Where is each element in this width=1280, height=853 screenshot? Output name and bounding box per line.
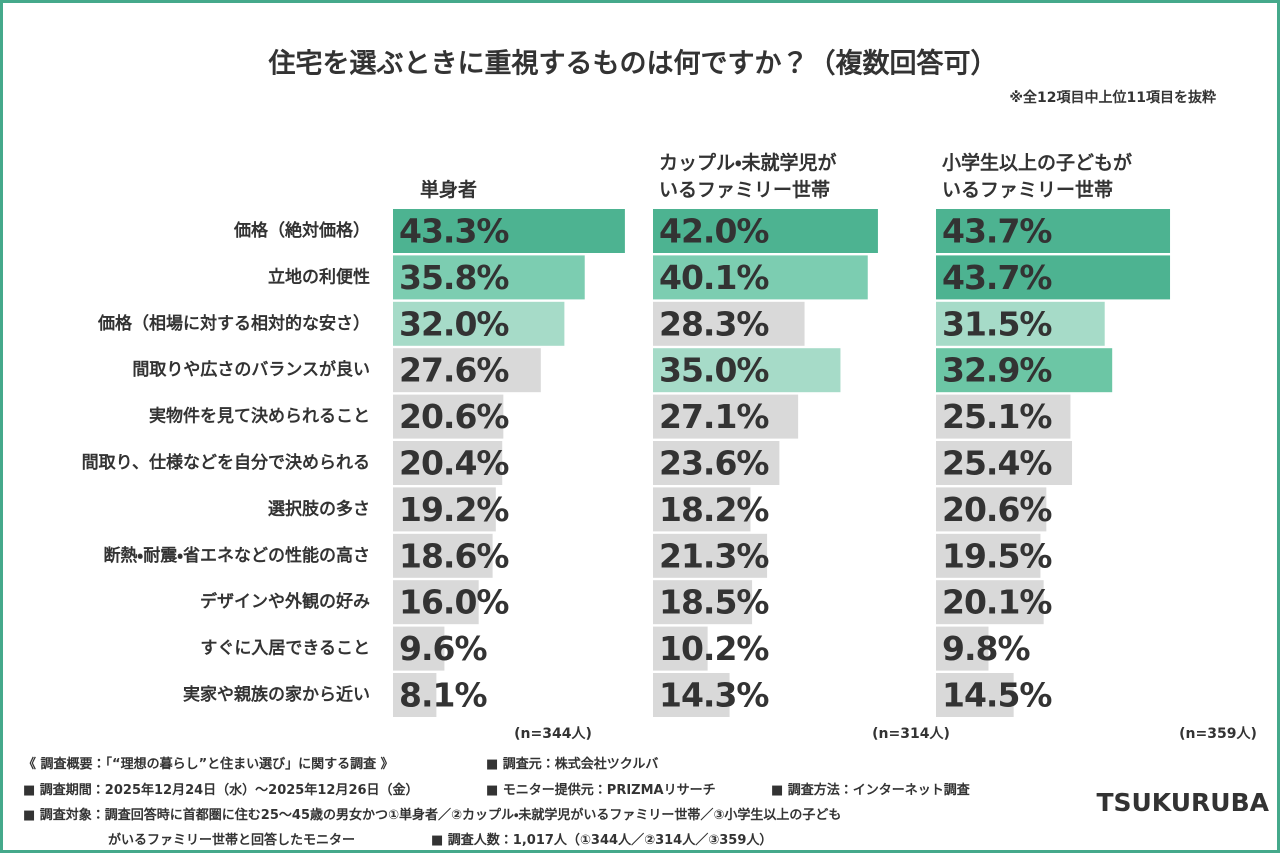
n-label: (n=359人) xyxy=(1179,726,1257,742)
value-label: 9.8% xyxy=(942,629,1030,668)
category-label: 価格（相場に対する相対的な安さ） xyxy=(97,313,370,334)
bar xyxy=(393,441,503,485)
category-label: 間取りや広さのバランスが良い xyxy=(132,359,370,380)
bar xyxy=(936,255,1171,300)
panel-header: カップル・未就学児が いるファミリー世帯 xyxy=(659,152,837,201)
value-label: 19.2% xyxy=(399,490,509,529)
chart: 住宅を選ぶときに重視するものは何ですか？（複数回答可） ※全12項目中上位11項… xyxy=(82,48,1270,818)
bar xyxy=(393,533,493,578)
bar xyxy=(393,348,541,393)
bar xyxy=(653,441,780,485)
footnote: ■ モニター提供元：PRIZMAリサーチ xyxy=(486,783,716,798)
category-label: 実家や親族の家から近い xyxy=(183,684,370,705)
bar xyxy=(393,673,437,717)
bar xyxy=(936,673,1014,717)
bar xyxy=(936,487,1047,532)
bar xyxy=(393,301,565,346)
bar xyxy=(653,301,805,346)
value-label: 35.0% xyxy=(659,351,769,390)
value-label: 43.3% xyxy=(399,212,509,251)
value-label: 14.3% xyxy=(659,676,769,715)
bar xyxy=(653,209,878,253)
n-label: (n=314人) xyxy=(872,726,950,742)
category-label: すぐに入居できること xyxy=(200,639,370,659)
category-label: 価格（絶対価格） xyxy=(233,220,370,241)
value-label: 20.1% xyxy=(942,583,1052,622)
bar xyxy=(393,580,479,625)
footnote: ■ 調査対象：調査回答時に首都圏に住む25～45歳の男女かつ①単身者／②カップル… xyxy=(23,808,842,823)
bar xyxy=(936,626,989,671)
n-label: (n=344人) xyxy=(514,726,592,742)
value-label: 31.5% xyxy=(942,304,1052,343)
bar xyxy=(936,533,1041,578)
panel-header: 単身者 xyxy=(420,179,478,201)
value-label: 16.0% xyxy=(399,583,509,622)
value-label: 27.1% xyxy=(659,397,769,436)
bar xyxy=(653,626,708,671)
bar xyxy=(653,533,768,578)
note: ※全12項目中上位11項目を抜粋 xyxy=(1009,89,1216,106)
bar xyxy=(653,487,751,532)
bar xyxy=(653,348,841,393)
value-label: 42.0% xyxy=(659,212,769,251)
value-label: 20.4% xyxy=(399,444,509,483)
bar xyxy=(653,673,730,717)
value-label: 25.4% xyxy=(942,444,1052,483)
bar xyxy=(936,209,1171,253)
value-label: 32.0% xyxy=(399,304,509,343)
value-label: 43.7% xyxy=(942,258,1052,297)
footnote: 《 調査概要：「“理想の暮らし”と住まい選び」に関する調査 》 xyxy=(23,757,394,772)
category-label: デザインや外観の好み xyxy=(200,591,370,612)
category-label: 立地の利便性 xyxy=(268,266,370,287)
value-label: 14.5% xyxy=(942,676,1052,715)
value-label: 23.6% xyxy=(659,444,769,483)
value-label: 28.3% xyxy=(659,304,769,343)
category-label: 実物件を見て決められること xyxy=(149,406,370,427)
bar xyxy=(936,580,1044,625)
value-label: 18.5% xyxy=(659,583,769,622)
value-label: 10.2% xyxy=(659,629,769,668)
value-label: 18.2% xyxy=(659,490,769,529)
footnote: ■ 調査方法：インターネット調査 xyxy=(771,783,970,798)
category-label: 選択肢の多さ xyxy=(268,498,370,519)
value-label: 20.6% xyxy=(942,490,1052,529)
category-label: 断熱・耐震・省エネなどの性能の高さ xyxy=(103,545,370,566)
value-label: 25.1% xyxy=(942,397,1052,436)
bar xyxy=(653,580,753,625)
value-label: 21.3% xyxy=(659,536,769,575)
panel-header: 小学生以上の子どもが いるファミリー世帯 xyxy=(942,152,1133,201)
bar xyxy=(393,209,625,253)
bar xyxy=(393,487,496,532)
bar xyxy=(936,348,1113,393)
bar xyxy=(936,301,1105,346)
value-label: 20.6% xyxy=(399,397,509,436)
value-label: 40.1% xyxy=(659,258,769,297)
value-label: 43.7% xyxy=(942,212,1052,251)
logo: TSUKURUBA xyxy=(1096,788,1269,817)
value-label: 35.8% xyxy=(399,258,509,297)
value-label: 9.6% xyxy=(399,629,487,668)
category-label: 間取り、仕様などを自分で決められる xyxy=(82,452,370,473)
value-label: 18.6% xyxy=(399,536,509,575)
bar xyxy=(393,255,585,300)
value-label: 32.9% xyxy=(942,351,1052,390)
value-label: 19.5% xyxy=(942,536,1052,575)
bar xyxy=(393,394,504,439)
value-label: 8.1% xyxy=(399,676,487,715)
bar xyxy=(936,441,1073,485)
chart-title: 住宅を選ぶときに重視するものは何ですか？（複数回答可） xyxy=(268,48,998,80)
bar xyxy=(936,394,1071,439)
footnote: ■ 調査人数：1,017人（①344人／②314人／③359人） xyxy=(431,833,773,848)
value-label: 27.6% xyxy=(399,351,509,390)
bar xyxy=(393,626,445,671)
footnote: がいるファミリー世帯と回答したモニター xyxy=(108,833,356,848)
footnote: ■ 調査期間：2025年12月24日（水）～2025年12月26日（金） xyxy=(23,783,419,798)
footnote: ■ 調査元：株式会社ツクルバ xyxy=(486,757,659,772)
bar xyxy=(653,255,868,300)
bar xyxy=(653,394,799,439)
